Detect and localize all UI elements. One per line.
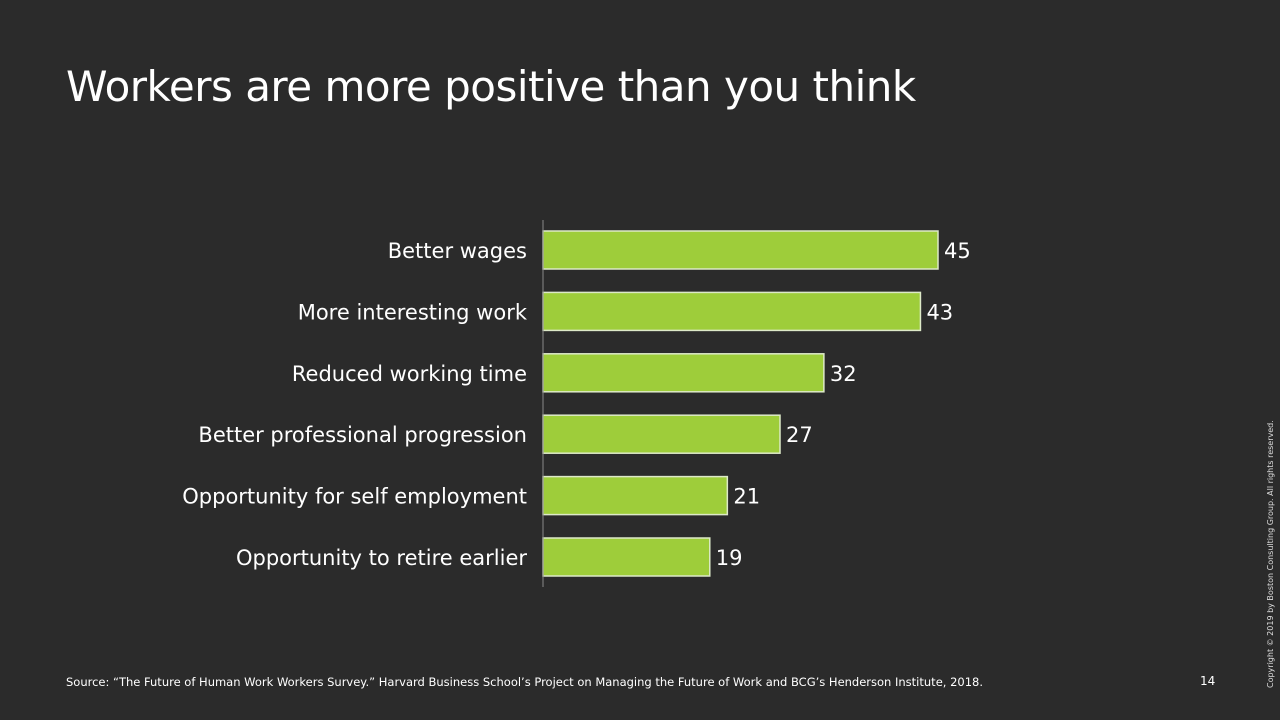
data-label: 32	[830, 362, 857, 386]
data-label: 27	[786, 423, 813, 447]
bar	[542, 230, 939, 270]
bar	[542, 475, 729, 516]
bar	[542, 291, 922, 332]
bar	[542, 414, 781, 454]
slide-title: Workers are more positive than you think	[66, 62, 916, 111]
bar	[542, 537, 711, 577]
data-label: 19	[716, 546, 743, 570]
category-label: Opportunity to retire earlier	[236, 546, 527, 570]
data-label: 21	[733, 485, 760, 509]
copyright-note: Copyright © 2019 by Boston Consulting Gr…	[1266, 420, 1275, 688]
category-label: Better wages	[388, 239, 527, 263]
source-note: Source: “The Future of Human Work Worker…	[66, 675, 983, 689]
category-label: Reduced working time	[292, 362, 527, 386]
category-label: More interesting work	[298, 300, 528, 324]
data-label: 45	[944, 239, 971, 263]
page-number: 14	[1200, 674, 1216, 688]
category-label: Opportunity for self employment	[182, 485, 527, 509]
data-label: 43	[926, 300, 953, 324]
bar	[542, 353, 825, 393]
category-label: Better professional progression	[198, 423, 527, 447]
